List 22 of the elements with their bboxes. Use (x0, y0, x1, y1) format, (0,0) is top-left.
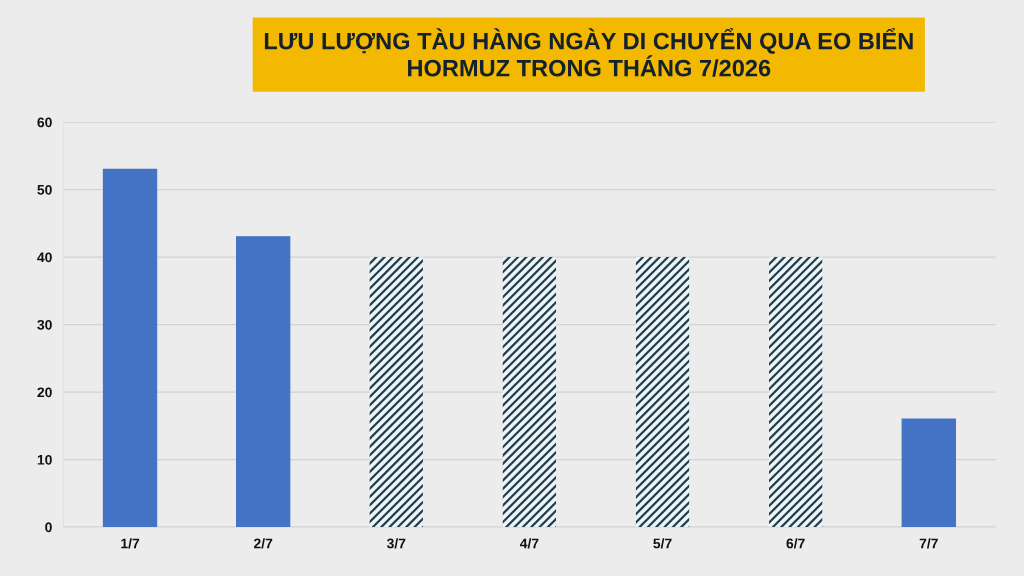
bar (502, 257, 557, 528)
y-tick-label: 50 (37, 184, 52, 195)
bar (102, 168, 158, 528)
bar (235, 236, 291, 528)
bar (635, 257, 690, 528)
x-tick-label: 3/7 (386, 538, 406, 549)
x-tick-label: 4/7 (519, 538, 539, 549)
y-tick-label: 20 (37, 387, 52, 398)
x-tick-label: 6/7 (786, 538, 805, 549)
bar (901, 418, 956, 528)
y-tick-label: 0 (45, 522, 52, 533)
x-tick-label: 5/7 (653, 538, 672, 549)
bar (769, 257, 823, 528)
chart-title: LƯU LƯỢNG TÀU HÀNG NGÀY DI CHUYỂN QUA EO BIỂN HORMUZ TRONG THÁNG 7/2026 (264, 27, 913, 77)
x-tick-label: 7/7 (919, 538, 938, 549)
bar (369, 257, 423, 528)
y-tick-label: 10 (37, 454, 52, 465)
x-tick-label: 1/7 (121, 538, 140, 549)
y-tick-label: 40 (37, 252, 52, 263)
x-tick-label: 2/7 (254, 538, 273, 549)
y-tick-label: 30 (37, 319, 52, 330)
y-tick-label: 60 (37, 117, 52, 128)
